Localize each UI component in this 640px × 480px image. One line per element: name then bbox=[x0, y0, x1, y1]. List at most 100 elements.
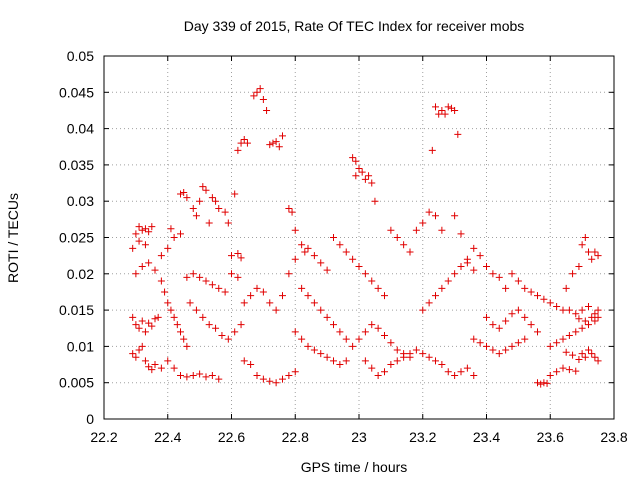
data-point bbox=[365, 172, 373, 180]
x-tick-label: 22.6 bbox=[218, 429, 245, 445]
data-point bbox=[553, 339, 561, 347]
data-point bbox=[183, 342, 191, 350]
data-point bbox=[508, 310, 516, 318]
data-point bbox=[132, 353, 140, 361]
data-point bbox=[444, 277, 452, 285]
data-point bbox=[591, 310, 599, 318]
x-tick-label: 22.4 bbox=[154, 429, 181, 445]
data-point bbox=[247, 361, 255, 369]
data-point bbox=[591, 317, 599, 325]
data-point bbox=[196, 370, 204, 378]
data-point bbox=[253, 371, 261, 379]
data-point bbox=[352, 172, 360, 180]
data-point bbox=[205, 219, 213, 227]
data-point bbox=[189, 371, 197, 379]
data-point bbox=[546, 342, 554, 350]
data-point bbox=[553, 368, 561, 376]
data-point bbox=[298, 335, 306, 343]
data-point bbox=[483, 313, 490, 321]
data-point bbox=[521, 335, 529, 343]
data-point bbox=[387, 339, 395, 347]
data-point bbox=[400, 353, 408, 361]
data-point bbox=[342, 335, 350, 343]
data-point bbox=[240, 299, 248, 307]
data-point bbox=[189, 204, 197, 212]
data-point bbox=[565, 332, 573, 340]
data-point bbox=[279, 292, 286, 300]
data-point bbox=[393, 357, 401, 365]
data-point bbox=[355, 165, 363, 173]
data-point bbox=[562, 348, 570, 356]
data-point bbox=[250, 92, 258, 100]
data-point bbox=[578, 350, 586, 358]
data-point bbox=[301, 248, 309, 256]
data-point bbox=[387, 226, 395, 234]
data-point bbox=[546, 299, 554, 307]
data-point bbox=[543, 379, 551, 387]
data-point bbox=[361, 328, 369, 336]
y-tick-label: 0.035 bbox=[59, 157, 94, 173]
y-tick-label: 0.02 bbox=[67, 266, 94, 282]
y-tick-label: 0 bbox=[86, 411, 94, 427]
data-point bbox=[167, 225, 175, 233]
data-point bbox=[374, 284, 382, 292]
data-point bbox=[352, 157, 360, 165]
y-tick-label: 0.005 bbox=[59, 375, 94, 391]
data-point bbox=[534, 292, 541, 300]
x-tick-label: 23.8 bbox=[600, 429, 627, 445]
data-point bbox=[330, 321, 337, 329]
data-point bbox=[151, 361, 159, 369]
data-point bbox=[170, 313, 178, 321]
data-point bbox=[291, 328, 299, 336]
data-point bbox=[259, 96, 267, 104]
data-point bbox=[323, 266, 331, 274]
data-point bbox=[170, 234, 178, 241]
data-point bbox=[132, 270, 140, 278]
data-point bbox=[476, 339, 484, 347]
data-point bbox=[495, 350, 503, 358]
data-point bbox=[164, 299, 172, 307]
data-point bbox=[534, 379, 541, 387]
data-point bbox=[463, 364, 471, 372]
data-point bbox=[237, 321, 245, 329]
data-point bbox=[154, 313, 162, 321]
data-point bbox=[578, 306, 586, 314]
data-point bbox=[141, 225, 149, 233]
data-point bbox=[298, 284, 306, 292]
data-point bbox=[419, 306, 427, 314]
data-point bbox=[202, 277, 210, 285]
data-point bbox=[177, 371, 184, 379]
data-point bbox=[205, 321, 213, 329]
data-point bbox=[129, 313, 137, 321]
data-point bbox=[253, 88, 261, 96]
data-point bbox=[167, 306, 175, 314]
data-point bbox=[381, 368, 388, 376]
data-point bbox=[199, 313, 207, 321]
data-point bbox=[358, 168, 366, 176]
data-point bbox=[594, 252, 602, 260]
data-point bbox=[208, 371, 216, 379]
data-point bbox=[588, 313, 596, 321]
data-point bbox=[438, 226, 446, 234]
x-axis-label: GPS time / hours bbox=[301, 459, 408, 475]
data-point bbox=[212, 324, 220, 332]
data-point bbox=[196, 197, 204, 205]
data-point bbox=[355, 263, 363, 271]
data-point bbox=[521, 313, 529, 321]
data-point bbox=[237, 254, 245, 262]
data-point bbox=[135, 223, 143, 231]
data-point bbox=[361, 357, 369, 365]
data-point bbox=[569, 270, 577, 278]
data-point bbox=[572, 367, 580, 375]
data-point bbox=[371, 197, 379, 205]
data-point bbox=[432, 292, 439, 300]
data-point bbox=[310, 299, 318, 307]
data-point bbox=[457, 230, 465, 238]
data-point bbox=[224, 219, 232, 227]
chart-title: Day 339 of 2015, Rate Of TEC Index for r… bbox=[184, 18, 525, 34]
data-point bbox=[272, 379, 280, 387]
data-point bbox=[192, 212, 200, 220]
data-point bbox=[393, 346, 401, 354]
x-tick-label: 23.4 bbox=[473, 429, 500, 445]
data-point bbox=[304, 292, 312, 300]
